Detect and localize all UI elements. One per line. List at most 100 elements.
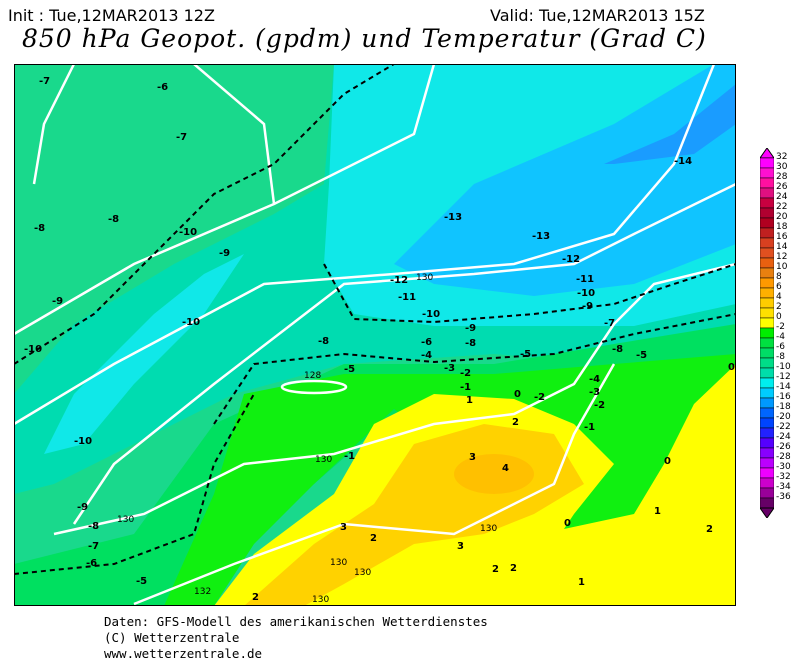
legend-tick-label: -6 [776, 342, 785, 352]
legend-tick-label: 2 [776, 302, 782, 312]
footer-copyright: (C) Wetterzentrale [104, 630, 240, 645]
temperature-label: -8 [34, 223, 45, 234]
legend-swatch [760, 297, 774, 309]
legend-swatch [760, 467, 774, 479]
geopotential-label: 130 [354, 568, 371, 578]
temperature-label: -10 [179, 227, 197, 238]
legend-swatch [760, 397, 774, 409]
temperature-label: -2 [594, 400, 605, 411]
footer-data-source: Daten: GFS-Modell des amerikanischen Wet… [104, 614, 488, 629]
legend-swatch [760, 377, 774, 389]
legend-swatch [760, 237, 774, 249]
temperature-label: 2 [252, 592, 259, 603]
legend-swatch [760, 457, 774, 469]
legend-tick-label: -32 [776, 472, 791, 482]
temperature-label: 0 [728, 362, 735, 373]
legend-swatch [760, 437, 774, 449]
temperature-label: -8 [465, 338, 476, 349]
temperature-label: -9 [52, 296, 63, 307]
temperature-label: 2 [706, 524, 713, 535]
legend-tick-label: 4 [776, 292, 782, 302]
temperature-label: -11 [398, 292, 416, 303]
legend-swatch [760, 247, 774, 259]
legend-swatch [760, 447, 774, 459]
temperature-label: -1 [584, 422, 595, 433]
temperature-label: 3 [469, 452, 476, 463]
temperature-label: 1 [654, 506, 661, 517]
legend-swatch [760, 287, 774, 299]
temperature-label: -1 [344, 451, 355, 462]
geopotential-label: 130 [315, 455, 332, 465]
legend-arrow-bottom [760, 507, 774, 518]
temperature-label: -3 [589, 387, 600, 398]
legend-swatch [760, 157, 774, 169]
map-title: 850 hPa Geopot. (gpdm) und Temperatur (G… [22, 24, 707, 53]
valid-time: Valid: Tue,12MAR2013 15Z [490, 6, 705, 25]
temperature-label: -14 [674, 156, 692, 167]
legend-swatch [760, 227, 774, 239]
temperature-label: -4 [421, 350, 432, 361]
legend-swatch [760, 307, 774, 319]
legend-swatch [760, 187, 774, 199]
temperature-label: -11 [576, 274, 594, 285]
temperature-label: -8 [88, 521, 99, 532]
legend-swatch [760, 207, 774, 219]
map-labels: -7-6-7-8-8 -10-9-9-10-10-10-9-8-7-6-5-13-… [24, 76, 735, 605]
temperature-label: -7 [39, 76, 50, 87]
geopotential-label: 128 [304, 371, 321, 381]
legend-swatch [760, 267, 774, 279]
legend-swatch [760, 477, 774, 489]
legend-tick-label: 24 [776, 192, 788, 202]
temperature-label: -7 [176, 132, 187, 143]
legend-tick-label: -10 [776, 362, 791, 372]
temp-region-minus12-west [44, 254, 244, 454]
temperature-label: -6 [157, 82, 168, 93]
temperature-label: -6 [86, 558, 97, 569]
legend-swatch [760, 347, 774, 359]
temperature-label: 1 [466, 395, 473, 406]
temp-region-minus16 [604, 84, 736, 164]
legend-swatch [760, 417, 774, 429]
legend-swatch [760, 357, 774, 369]
temperature-label: -12 [390, 275, 408, 286]
temperature-label: -9 [219, 248, 230, 259]
legend-swatch [760, 407, 774, 419]
legend-swatch [760, 177, 774, 189]
legend-swatch [760, 167, 774, 179]
legend-tick-label: 0 [776, 312, 782, 322]
temp-region-minus14 [394, 64, 736, 296]
temperature-label: -9 [77, 502, 88, 513]
temperature-label: -5 [136, 576, 147, 587]
legend-tick-label: -8 [776, 352, 785, 362]
legend-swatch [760, 367, 774, 379]
legend-tick-label: -18 [776, 402, 791, 412]
temperature-label: -5 [344, 364, 355, 375]
temperature-label: -7 [88, 541, 99, 552]
legend-tick-label: -36 [776, 492, 791, 502]
footer-website[interactable]: www.wetterzentrale.de [104, 646, 263, 661]
legend-swatch [760, 387, 774, 399]
legend-tick-label: 6 [776, 282, 782, 292]
geopotential-label: 130 [330, 558, 347, 568]
legend-tick-label: 28 [776, 172, 788, 182]
legend-tick-label: -2 [776, 322, 785, 332]
temperature-label: -2 [460, 368, 471, 379]
temperature-label: -2 [534, 392, 545, 403]
legend-tick-label: -30 [776, 462, 791, 472]
legend-tick-label: 14 [776, 242, 788, 252]
temperature-label: -4 [589, 374, 600, 385]
temp-region-minus2 [164, 354, 736, 606]
legend-swatch [760, 497, 774, 509]
temperature-label: -1 [460, 382, 471, 393]
temperature-label: -8 [108, 214, 119, 225]
temperature-label: -7 [604, 318, 615, 329]
legend-tick-label: -4 [776, 332, 785, 342]
temperature-label: -10 [24, 344, 42, 355]
legend-tick-label: 18 [776, 222, 788, 232]
legend-tick-label: 16 [776, 232, 788, 242]
legend-swatch [760, 257, 774, 269]
weather-map: -7-6-7-8-8 -10-9-9-10-10-10-9-8-7-6-5-13-… [14, 64, 736, 606]
temperature-label: -12 [562, 254, 580, 265]
legend-tick-label: -12 [776, 372, 791, 382]
legend-swatch [760, 337, 774, 349]
